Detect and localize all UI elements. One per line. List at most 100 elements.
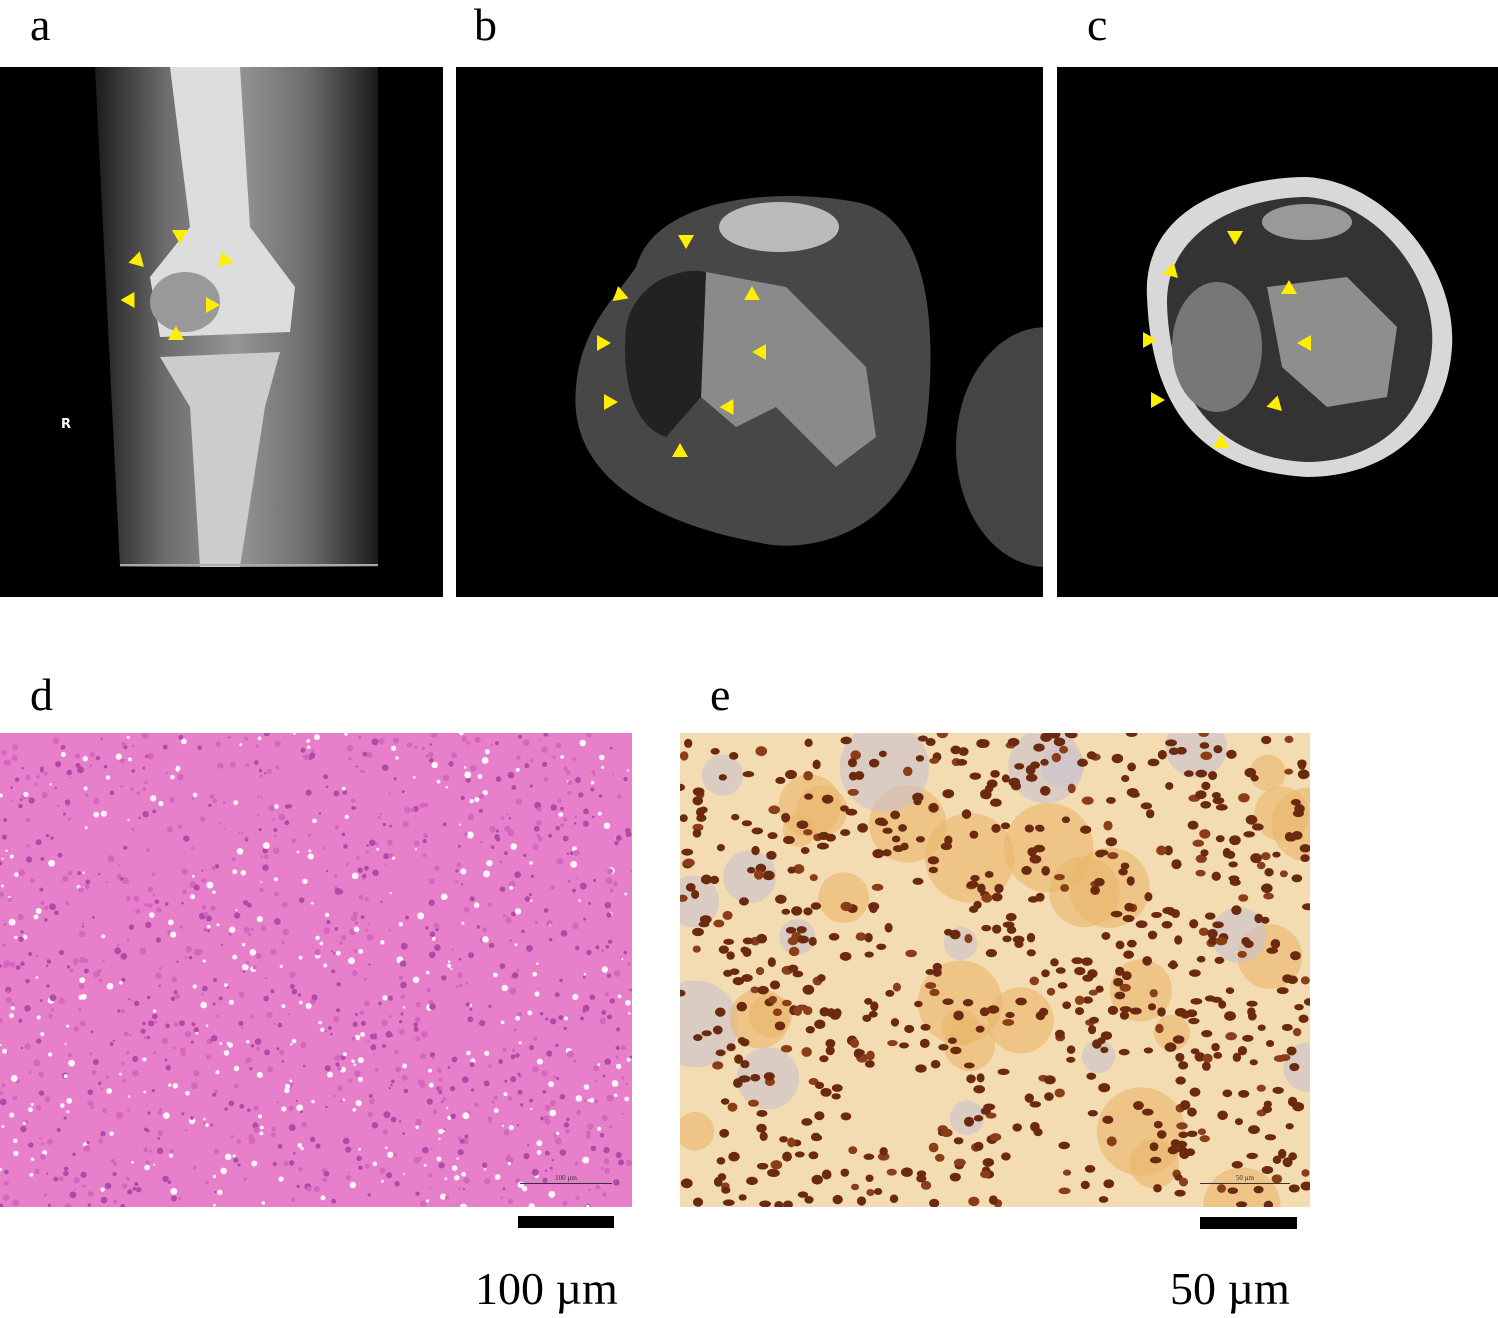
tissue-cell: [30, 1102, 34, 1106]
stained-nucleus: [728, 1151, 740, 1162]
stained-nucleus: [1015, 997, 1027, 1006]
tissue-cell: [201, 878, 206, 883]
tissue-cell: [93, 797, 100, 805]
tissue-cell: [516, 755, 521, 760]
tissue-cell: [528, 1203, 535, 1207]
tissue-cell: [127, 757, 132, 762]
stained-nucleus: [734, 1054, 744, 1064]
tissue-cell: [58, 997, 65, 1004]
tissue-cell: [307, 833, 312, 838]
tissue-cell: [264, 1049, 271, 1056]
stained-nucleus: [716, 843, 725, 852]
stained-nucleus: [1164, 845, 1173, 856]
stained-nucleus: [1245, 814, 1258, 825]
tissue-cell: [18, 914, 22, 917]
tissue-cell: [617, 994, 622, 999]
tissue-cell: [127, 819, 130, 822]
stained-nucleus: [1141, 1108, 1154, 1116]
tissue-cell: [79, 977, 86, 984]
stained-nucleus: [1272, 1155, 1282, 1164]
stained-nucleus: [1227, 1187, 1239, 1194]
tissue-cell: [162, 744, 168, 750]
ct-image: [456, 67, 1043, 597]
tissue-cell: [62, 875, 69, 882]
tissue-cell: [206, 924, 211, 929]
tissue-cell: [237, 831, 241, 834]
tissue-cell: [212, 798, 218, 804]
tissue-cell: [33, 1059, 41, 1067]
tissue-cell: [607, 939, 613, 944]
tissue-cell: [252, 1122, 259, 1129]
tissue-cell: [223, 1050, 230, 1056]
stained-nucleus: [1290, 951, 1301, 961]
stained-nucleus: [768, 995, 778, 1004]
tissue-cell: [250, 1014, 255, 1019]
stained-nucleus: [932, 962, 942, 972]
tissue-cell: [281, 1106, 287, 1112]
tissue-cell: [601, 966, 608, 973]
tissue-cell: [7, 897, 12, 902]
tissue-cell: [494, 834, 500, 840]
tissue-cell: [10, 786, 13, 789]
tissue-cell: [602, 1074, 606, 1078]
stained-nucleus: [1093, 877, 1105, 887]
tissue-cell: [215, 741, 222, 747]
tissue-cell: [495, 829, 499, 833]
stained-nucleus: [750, 986, 760, 994]
tissue-cell: [215, 1070, 220, 1075]
tissue-cell: [603, 1146, 610, 1154]
tissue-cell: [306, 1186, 312, 1192]
stained-nucleus: [1001, 774, 1010, 783]
stained-nucleus: [1211, 1042, 1220, 1052]
stained-nucleus: [715, 1049, 726, 1057]
tissue-cell: [289, 983, 295, 990]
tissue-cell: [63, 812, 66, 816]
tissue-cell: [331, 1198, 337, 1204]
tissue-cell: [249, 1067, 253, 1071]
stained-nucleus: [1229, 835, 1241, 846]
stained-nucleus: [1049, 733, 1061, 739]
stained-nucleus: [1147, 930, 1158, 940]
tissue-cell: [533, 825, 540, 832]
stained-nucleus: [915, 755, 925, 762]
tissue-cell: [372, 1161, 378, 1167]
tissue-cell: [25, 817, 31, 823]
tissue-cell: [467, 1016, 474, 1023]
tissue-cell: [323, 1170, 330, 1177]
arrowhead-icon: [752, 344, 766, 360]
tissue-cell: [165, 1065, 171, 1071]
tissue-cell: [73, 1025, 80, 1032]
stained-nucleus: [1225, 987, 1235, 995]
tissue-cell: [388, 853, 394, 858]
tissue-cell: [273, 827, 278, 832]
tissue-cell: [112, 1039, 115, 1042]
stained-nucleus: [1196, 955, 1206, 963]
tissue-cell: [595, 1184, 601, 1190]
tissue-cell: [300, 1146, 304, 1151]
tissue-cell: [398, 922, 403, 927]
tissue-cell: [529, 899, 533, 902]
tissue-cell: [445, 1195, 449, 1200]
tissue-cell: [8, 918, 16, 926]
tissue-cell: [13, 1150, 19, 1157]
tissue-cell: [3, 923, 6, 926]
tissue-cell: [342, 786, 346, 791]
tissue-cell: [476, 925, 481, 929]
tissue-cell: [244, 736, 248, 741]
tissue-cell: [552, 755, 556, 759]
tissue-cell: [314, 948, 321, 956]
tissue-cell: [495, 776, 502, 782]
tissue-cell: [549, 1109, 557, 1117]
tissue-cell: [177, 773, 184, 781]
tissue-cell: [460, 883, 464, 886]
tissue-cell: [577, 779, 581, 783]
stained-nucleus: [740, 1060, 750, 1069]
tissue-cell: [474, 1102, 479, 1108]
tissue-cell: [277, 1023, 281, 1027]
tissue-cell: [483, 1080, 490, 1087]
stained-nucleus: [1107, 852, 1119, 860]
stained-nucleus: [1190, 998, 1203, 1005]
tissue-cell: [554, 992, 560, 998]
tissue-cell: [457, 972, 463, 978]
stained-nucleus: [1228, 861, 1238, 868]
